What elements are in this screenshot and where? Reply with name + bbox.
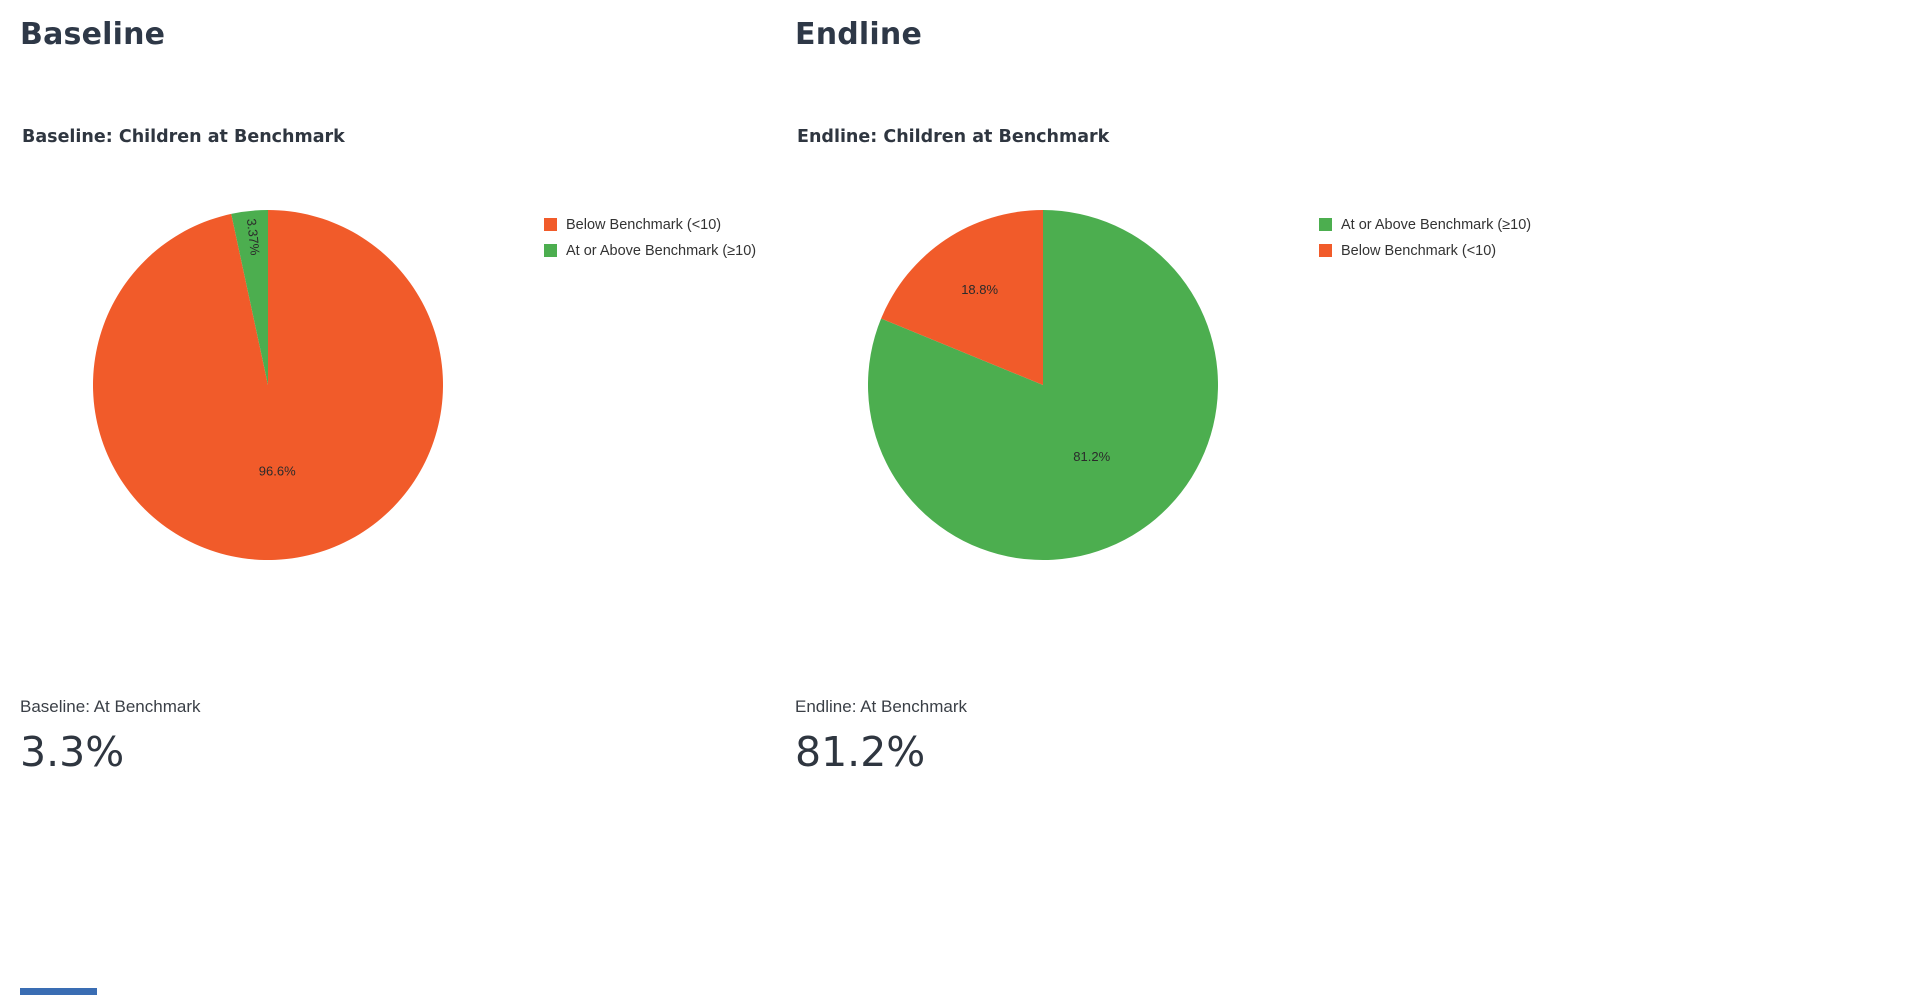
baseline-panel-heading: Baseline bbox=[20, 17, 166, 52]
partial-blue-element bbox=[20, 988, 97, 995]
baseline-legend: Below Benchmark (<10) At or Above Benchma… bbox=[544, 217, 756, 269]
pie-slice-label: 3.37% bbox=[244, 217, 263, 256]
endline-legend: At or Above Benchmark (≥10) Below Benchma… bbox=[1319, 217, 1531, 269]
baseline-pie-chart: 96.6% 3.37% bbox=[92, 209, 444, 561]
baseline-chart-title: Baseline: Children at Benchmark bbox=[22, 126, 345, 147]
endline-panel-heading: Endline bbox=[795, 17, 922, 52]
endline-chart-title: Endline: Children at Benchmark bbox=[797, 126, 1110, 147]
baseline-chart-card: Baseline: Children at Benchmark 96.6% 3.3… bbox=[20, 127, 775, 561]
pie-slice[interactable] bbox=[231, 209, 268, 385]
endline-kpi-label: Endline: At Benchmark bbox=[795, 697, 967, 716]
legend-item[interactable]: Below Benchmark (<10) bbox=[1319, 243, 1531, 259]
endline-pie-chart: 81.2% 18.8% bbox=[867, 209, 1219, 561]
endline-chart-card: Endline: Children at Benchmark 81.2% 18.8… bbox=[795, 127, 1550, 561]
pie-slice-label: 18.8% bbox=[961, 281, 998, 296]
legend-label: At or Above Benchmark (≥10) bbox=[1341, 216, 1532, 233]
legend-item[interactable]: At or Above Benchmark (≥10) bbox=[1319, 217, 1531, 233]
legend-item[interactable]: At or Above Benchmark (≥10) bbox=[544, 243, 756, 259]
legend-item[interactable]: Below Benchmark (<10) bbox=[544, 217, 756, 233]
legend-swatch-icon bbox=[544, 244, 557, 257]
legend-label: Below Benchmark (<10) bbox=[1341, 242, 1497, 259]
pie-slice[interactable] bbox=[881, 209, 1043, 385]
endline-kpi: Endline: At Benchmark 81.2% bbox=[795, 697, 967, 776]
endline-kpi-value: 81.2% bbox=[795, 728, 926, 776]
legend-swatch-icon bbox=[1319, 244, 1332, 257]
baseline-kpi: Baseline: At Benchmark 3.3% bbox=[20, 697, 200, 776]
endline-panel: Endline Endline: Children at Benchmark 8… bbox=[775, 0, 1550, 995]
baseline-chart-row: 96.6% 3.37% Below Benchmark (<10) At or Ab… bbox=[20, 209, 775, 561]
legend-swatch-icon bbox=[544, 218, 557, 231]
baseline-panel: Baseline Baseline: Children at Benchmark… bbox=[0, 0, 775, 995]
legend-label: Below Benchmark (<10) bbox=[566, 216, 722, 233]
baseline-kpi-label: Baseline: At Benchmark bbox=[20, 697, 201, 716]
pie-slice-label: 96.6% bbox=[259, 463, 296, 478]
baseline-kpi-value: 3.3% bbox=[20, 728, 125, 776]
legend-swatch-icon bbox=[1319, 218, 1332, 231]
pie-slice-label: 81.2% bbox=[1073, 449, 1110, 464]
endline-chart-row: 81.2% 18.8% At or Above Benchmark (≥10) Be… bbox=[795, 209, 1550, 561]
legend-label: At or Above Benchmark (≥10) bbox=[566, 242, 757, 259]
